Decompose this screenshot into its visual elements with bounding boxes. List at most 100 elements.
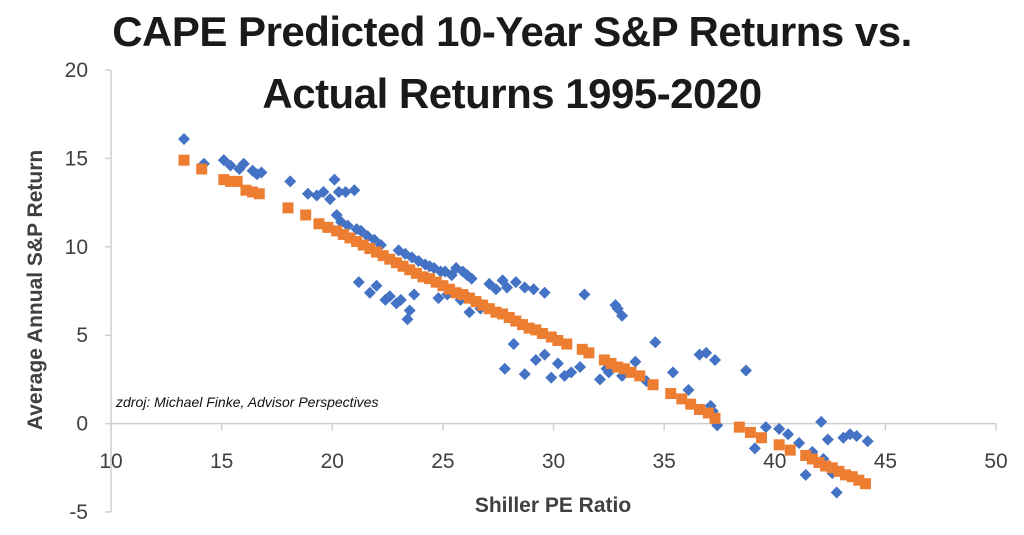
predicted-return-point bbox=[733, 421, 745, 433]
x-tick-label: 20 bbox=[321, 450, 344, 473]
predicted-return-point bbox=[470, 296, 482, 308]
actual-return-point bbox=[759, 421, 772, 434]
predicted-return-point bbox=[694, 403, 706, 415]
predicted-return-point bbox=[612, 361, 624, 373]
actual-return-point bbox=[383, 290, 396, 303]
predicted-return-point bbox=[371, 246, 382, 258]
predicted-return-point bbox=[497, 308, 509, 320]
x-tick-label: 30 bbox=[542, 450, 565, 473]
predicted-return-point bbox=[196, 163, 208, 175]
predicted-return-point bbox=[583, 347, 595, 359]
predicted-return-point bbox=[322, 221, 334, 233]
predicted-return-point bbox=[364, 243, 376, 255]
y-tick-label: 20 bbox=[65, 59, 88, 82]
predicted-return-point bbox=[410, 267, 422, 279]
actual-return-point bbox=[284, 175, 297, 188]
series-layer bbox=[178, 132, 874, 499]
predicted-return-point bbox=[313, 218, 325, 230]
predicted-return-point bbox=[702, 407, 714, 419]
predicted-return-point bbox=[450, 287, 462, 299]
predicted-return-point bbox=[253, 188, 265, 200]
actual-return-point bbox=[793, 437, 806, 450]
actual-return-point bbox=[489, 283, 502, 296]
source-note: zdroj: Michael Finke, Advisor Perspectiv… bbox=[116, 394, 379, 410]
x-tick-label: 50 bbox=[984, 450, 1007, 473]
x-tick-label: 10 bbox=[99, 450, 122, 473]
predicted-return-point bbox=[463, 292, 475, 304]
actual-return-point bbox=[666, 366, 679, 379]
actual-return-point bbox=[700, 346, 713, 359]
predicted-return-point bbox=[477, 299, 489, 311]
predicted-return-point bbox=[530, 324, 542, 336]
predicted-return-point bbox=[430, 276, 442, 288]
actual-return-point bbox=[545, 371, 558, 384]
predicted-return-point bbox=[709, 412, 721, 424]
actual-return-point bbox=[498, 362, 511, 375]
predicted-return-point bbox=[483, 303, 495, 315]
actual-return-point bbox=[850, 429, 863, 442]
actual-return-point bbox=[432, 292, 445, 305]
predicted-return-point bbox=[344, 232, 356, 244]
actual-return-point bbox=[324, 193, 337, 206]
predicted-return-point bbox=[833, 465, 845, 477]
predicted-return-point bbox=[755, 432, 767, 444]
predicted-return-point bbox=[247, 186, 259, 198]
predicted-return-point bbox=[351, 235, 363, 247]
x-tick-label: 15 bbox=[210, 450, 233, 473]
x-tick-label: 40 bbox=[763, 450, 786, 473]
actual-return-point bbox=[408, 288, 421, 301]
actual-return-point bbox=[538, 286, 551, 299]
actual-return-point bbox=[465, 272, 478, 285]
predicted-return-point bbox=[840, 469, 852, 481]
predicted-return-point bbox=[561, 338, 573, 350]
predicted-return-point bbox=[357, 239, 369, 251]
predicted-return-point bbox=[545, 331, 557, 343]
predicted-return-point bbox=[806, 453, 818, 465]
actual-return-point bbox=[370, 279, 383, 292]
predicted-return-point bbox=[457, 289, 469, 301]
actual-return-point bbox=[709, 353, 722, 366]
predicted-return-point bbox=[517, 319, 529, 331]
x-tick-label: 35 bbox=[652, 450, 675, 473]
y-tick-label: 0 bbox=[76, 413, 88, 436]
axes-layer bbox=[105, 69, 997, 513]
actual-return-point bbox=[593, 373, 606, 386]
predicted-return-point bbox=[625, 366, 637, 378]
predicted-return-point bbox=[240, 184, 252, 196]
actual-return-point bbox=[341, 219, 354, 232]
actual-return-point bbox=[178, 132, 191, 145]
predicted-return-point bbox=[503, 312, 515, 324]
predicted-return-point bbox=[300, 209, 312, 221]
predicted-return-point bbox=[820, 460, 832, 472]
actual-return-point bbox=[348, 184, 361, 197]
y-tick-label: 10 bbox=[65, 236, 88, 259]
predicted-return-point bbox=[331, 225, 343, 237]
predicted-return-point bbox=[784, 444, 796, 456]
chart-title-line-1: CAPE Predicted 10-Year S&P Returns vs. bbox=[112, 8, 912, 55]
predicted-return-point bbox=[444, 283, 456, 295]
predicted-return-point bbox=[523, 322, 535, 334]
actual-return-point bbox=[301, 187, 314, 200]
actual-return-point bbox=[682, 384, 695, 397]
predicted-return-point bbox=[605, 357, 617, 369]
predicted-return-point bbox=[224, 175, 236, 187]
actual-return-point bbox=[403, 304, 416, 317]
actual-return-point bbox=[363, 286, 376, 299]
predicted-return-point bbox=[337, 228, 349, 240]
actual-return-point bbox=[507, 338, 520, 351]
actual-return-point bbox=[799, 468, 812, 481]
actual-return-point bbox=[527, 283, 540, 296]
actual-return-point bbox=[394, 293, 407, 306]
predicted-return-point bbox=[846, 471, 858, 483]
predicted-return-point bbox=[424, 273, 436, 285]
predicted-return-point bbox=[859, 478, 871, 490]
predicted-return-point bbox=[634, 370, 646, 382]
y-tick-label: -5 bbox=[69, 501, 88, 524]
chart-title-line-2: Actual Returns 1995-2020 bbox=[262, 70, 762, 117]
x-axis-title: Shiller PE Ratio bbox=[475, 494, 631, 517]
predicted-return-point bbox=[218, 174, 230, 186]
actual-return-point bbox=[518, 368, 531, 381]
actual-return-point bbox=[463, 306, 476, 319]
